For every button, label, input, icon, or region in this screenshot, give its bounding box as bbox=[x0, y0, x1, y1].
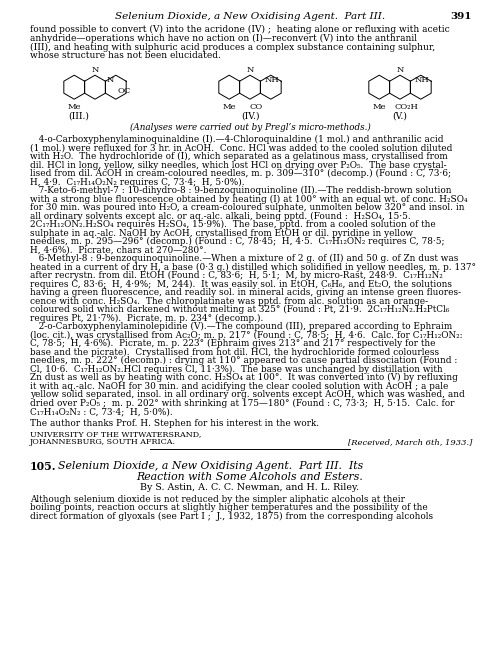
Text: (IV.): (IV.) bbox=[241, 111, 259, 120]
Text: heated in a current of dry H, a base (0·3 g.) distilled which solidified in yell: heated in a current of dry H, a base (0·… bbox=[30, 263, 476, 272]
Text: Reaction with Some Alcohols and Esters.: Reaction with Some Alcohols and Esters. bbox=[136, 472, 364, 482]
Text: dil. HCl in long, yellow, silky needles, which lost HCl on drying over P₂O₅.  Th: dil. HCl in long, yellow, silky needles,… bbox=[30, 161, 446, 170]
Text: 2-o-Carboxyphenylaminolepidine (V).—The compound (III), prepared according to Ep: 2-o-Carboxyphenylaminolepidine (V).—The … bbox=[30, 322, 452, 331]
Text: having a green fluorescence, and readily sol. in mineral acids, giving an intens: having a green fluorescence, and readily… bbox=[30, 288, 461, 297]
Text: dried over P₂O₅ ;  m. p. 202° with shrinking at 175—180° (Found : C, 73·3;  H, 5: dried over P₂O₅ ; m. p. 202° with shrink… bbox=[30, 398, 454, 408]
Text: (III.): (III.) bbox=[68, 111, 88, 120]
Text: (loc. cit.), was crystallised from Ac₂O; m. p. 217° (Found : C, 78·5;  H, 4·6.  : (loc. cit.), was crystallised from Ac₂O;… bbox=[30, 331, 462, 340]
Text: CO: CO bbox=[250, 103, 263, 111]
Text: 391: 391 bbox=[450, 12, 472, 21]
Text: H, 4·6%).  Picrate, chars at 270—280°.: H, 4·6%). Picrate, chars at 270—280°. bbox=[30, 246, 206, 255]
Text: sulphate in aq.-alc. NaOH by AcOH, crystallised from EtOH or dil. pyridine in ye: sulphate in aq.-alc. NaOH by AcOH, cryst… bbox=[30, 228, 413, 238]
Text: OC: OC bbox=[118, 87, 131, 95]
Text: all ordinary solvents except alc. or aq.-alc. alkali, being pptd. (Found :  H₂SO: all ordinary solvents except alc. or aq.… bbox=[30, 212, 411, 221]
Text: needles, m. p. 222° (decomp.) : drying at 110° appeared to cause partial dissoci: needles, m. p. 222° (decomp.) : drying a… bbox=[30, 356, 458, 366]
Text: 7-Keto-6-methyl-7 : 10-dihydro-8 : 9-benzoquinoquinoline (II).—The reddish-brown: 7-Keto-6-methyl-7 : 10-dihydro-8 : 9-ben… bbox=[30, 186, 452, 196]
Text: it with aq.-alc. NaOH for 30 min. and acidifying the clear cooled solution with : it with aq.-alc. NaOH for 30 min. and ac… bbox=[30, 382, 448, 390]
Text: anhydride—operations which have no action on (I)—reconvert (V) into the anthrani: anhydride—operations which have no actio… bbox=[30, 34, 417, 43]
Text: requires Pt, 21·7%).  Picrate, m. p. 234° (decomp.).: requires Pt, 21·7%). Picrate, m. p. 234°… bbox=[30, 314, 264, 323]
Text: N: N bbox=[92, 67, 98, 74]
Text: N: N bbox=[396, 67, 404, 74]
Text: base and the picrate).  Crystallised from hot dil. HCl, the hydrochloride formed: base and the picrate). Crystallised from… bbox=[30, 347, 439, 357]
Text: H, 4·9.  C₁₇H₁₄O₂N₂ requires C, 73·4;  H, 5·0%).: H, 4·9. C₁₇H₁₄O₂N₂ requires C, 73·4; H, … bbox=[30, 177, 244, 187]
Text: (1 mol.) were refluxed for 3 hr. in AcOH.  Conc. HCl was added to the cooled sol: (1 mol.) were refluxed for 3 hr. in AcOH… bbox=[30, 144, 452, 153]
Text: yellow solid separated, insol. in all ordinary org. solvents except AcOH, which : yellow solid separated, insol. in all or… bbox=[30, 390, 465, 399]
Text: with H₂O.  The hydrochloride of (I), which separated as a gelatinous mass, cryst: with H₂O. The hydrochloride of (I), whic… bbox=[30, 152, 448, 161]
Text: lised from dil. AcOH in cream-coloured needles, m. p. 309—310° (decomp.) (Found : lised from dil. AcOH in cream-coloured n… bbox=[30, 169, 451, 178]
Text: N: N bbox=[246, 67, 254, 74]
Text: C, 78·5;  H, 4·6%).  Picrate, m. p. 223° (Ephraim gives 213° and 217° respective: C, 78·5; H, 4·6%). Picrate, m. p. 223° (… bbox=[30, 339, 436, 348]
Text: boiling points, reaction occurs at slightly higher temperatures and the possibil: boiling points, reaction occurs at sligh… bbox=[30, 503, 428, 512]
Text: [Received, March 6th, 1933.]: [Received, March 6th, 1933.] bbox=[348, 437, 472, 446]
Text: Zn dust as well as by heating with conc. H₂SO₄ at 100°.  It was converted into (: Zn dust as well as by heating with conc.… bbox=[30, 373, 458, 382]
Text: CO₂H: CO₂H bbox=[394, 103, 418, 111]
Text: JOHANNESBURG, SOUTH AFRICA.: JOHANNESBURG, SOUTH AFRICA. bbox=[30, 437, 176, 446]
Text: with a strong blue fluorescence obtained by heating (I) at 100° with an equal wt: with a strong blue fluorescence obtained… bbox=[30, 195, 468, 204]
Text: direct formation of glyoxals (see Part I ;  J., 1932, 1875) from the correspondi: direct formation of glyoxals (see Part I… bbox=[30, 511, 433, 521]
Text: Me: Me bbox=[68, 103, 81, 111]
Text: after recrystn. from dil. EtOH (Found : C, 83·6;  H, 5·1;  M, by micro-Rast, 248: after recrystn. from dil. EtOH (Found : … bbox=[30, 271, 443, 280]
Text: (V.): (V.) bbox=[392, 111, 407, 120]
Text: cence with conc. H₂SO₄.  The chloroplatinate was pptd. from alc. solution as an : cence with conc. H₂SO₄. The chloroplatin… bbox=[30, 297, 428, 306]
Text: UNIVERSITY OF THE WITWATERSRAND,: UNIVERSITY OF THE WITWATERSRAND, bbox=[30, 430, 202, 438]
Text: 2C₁₇H₁₂ON₂.H₂SO₄ requires H₂SO₄, 15·9%).  The base, pptd. from a cooled solution: 2C₁₇H₁₂ON₂.H₂SO₄ requires H₂SO₄, 15·9%).… bbox=[30, 220, 436, 229]
Text: found possible to convert (V) into the acridone (IV) ;  heating alone or refluxi: found possible to convert (V) into the a… bbox=[30, 25, 450, 34]
Text: 4-o-Carboxyphenylaminoquinaldine (I).—4-Chloroquinaldine (1 mol.) and anthranili: 4-o-Carboxyphenylaminoquinaldine (I).—4-… bbox=[30, 135, 444, 144]
Text: Although selenium dioxide is not reduced by the simpler aliphatic alcohols at th: Although selenium dioxide is not reduced… bbox=[30, 495, 405, 504]
Text: whose structure has not been elucidated.: whose structure has not been elucidated. bbox=[30, 51, 221, 60]
Text: Selenium Dioxide, a New Oxidising Agent.  Part III.  Its: Selenium Dioxide, a New Oxidising Agent.… bbox=[58, 461, 363, 471]
Text: Selenium Dioxide, a New Oxidising Agent.  Part III.: Selenium Dioxide, a New Oxidising Agent.… bbox=[115, 12, 385, 21]
Text: requires C, 83·6;  H, 4·9%;  M, 244).  It was easily sol. in EtOH, C₆H₆, and Et₂: requires C, 83·6; H, 4·9%; M, 244). It w… bbox=[30, 280, 452, 289]
Text: By S. Astin, A. C. C. Newman, and H. L. Riley.: By S. Astin, A. C. C. Newman, and H. L. … bbox=[140, 483, 360, 492]
Text: The author thanks Prof. H. Stephen for his interest in the work.: The author thanks Prof. H. Stephen for h… bbox=[30, 419, 319, 427]
Text: Me: Me bbox=[222, 103, 236, 111]
Text: 6-Methyl-8 : 9-benzoquinoquinoline.—When a mixture of 2 g. of (II) and 50 g. of : 6-Methyl-8 : 9-benzoquinoquinoline.—When… bbox=[30, 254, 458, 263]
Text: 105.: 105. bbox=[30, 461, 56, 472]
Text: (III), and heating with sulphuric acid produces a complex substance containing s: (III), and heating with sulphuric acid p… bbox=[30, 42, 435, 52]
Text: Cl, 10·6.  C₁₇H₁₂ON₂.HCl requires Cl, 11·3%).  The base was unchanged by distill: Cl, 10·6. C₁₇H₁₂ON₂.HCl requires Cl, 11·… bbox=[30, 365, 442, 374]
Text: NH: NH bbox=[414, 76, 429, 84]
Text: Me: Me bbox=[372, 103, 386, 111]
Text: needles, m. p. 295—296° (decomp.) (Found : C, 78·45;  H, 4·5.  C₁₇H₁₂ON₂ require: needles, m. p. 295—296° (decomp.) (Found… bbox=[30, 237, 444, 247]
Text: NH: NH bbox=[264, 76, 279, 84]
Text: N: N bbox=[106, 76, 114, 84]
Text: for 30 min. was poured into H₂O, a cream-coloured sulphate, unmolten below 320° : for 30 min. was poured into H₂O, a cream… bbox=[30, 203, 464, 212]
Text: coloured solid which darkened without melting at 325° (Found : Pt, 21·9.  2C₁₇H₁: coloured solid which darkened without me… bbox=[30, 305, 449, 314]
Text: (Analyses were carried out by Pregl’s micro-methods.): (Analyses were carried out by Pregl’s mi… bbox=[130, 123, 370, 132]
Text: C₁₇H₁₄O₂N₂ : C, 73·4;  H, 5·0%).: C₁₇H₁₄O₂N₂ : C, 73·4; H, 5·0%). bbox=[30, 407, 173, 416]
